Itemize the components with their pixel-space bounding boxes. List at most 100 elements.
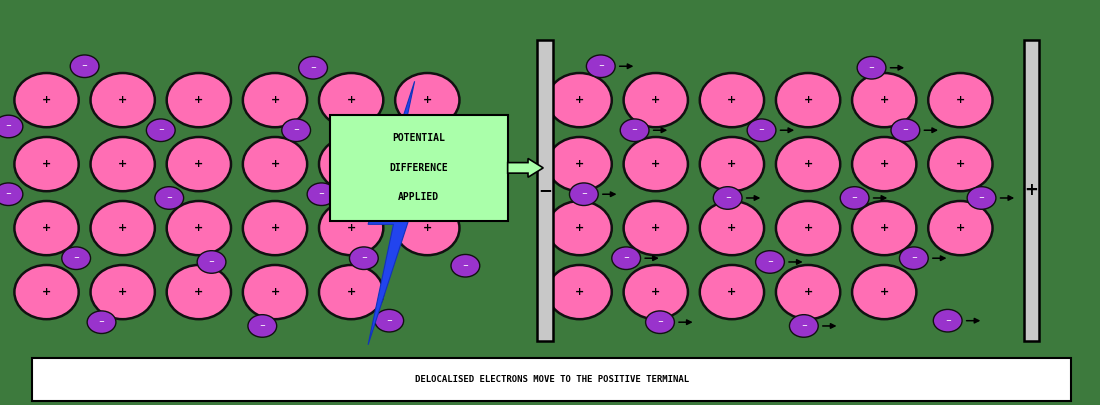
Text: −: − [99,319,104,325]
Ellipse shape [933,309,962,332]
Ellipse shape [307,183,336,205]
Text: +: + [956,159,965,169]
Ellipse shape [167,201,231,255]
Text: +: + [118,159,128,169]
Ellipse shape [451,254,480,277]
Text: +: + [651,223,660,233]
Ellipse shape [167,137,231,191]
Ellipse shape [319,265,383,319]
Ellipse shape [612,247,640,269]
Ellipse shape [167,73,231,127]
Ellipse shape [776,73,840,127]
Text: +: + [346,223,355,233]
Text: +: + [575,223,584,233]
Ellipse shape [790,315,818,337]
Ellipse shape [375,309,404,332]
Text: −: − [157,127,164,133]
Ellipse shape [319,201,383,255]
Text: +: + [956,223,965,233]
Text: +: + [651,159,660,169]
Text: −: − [801,323,806,329]
Text: +: + [346,287,355,297]
Text: +: + [727,95,737,105]
Text: −: − [538,181,552,199]
Text: DIFFERENCE: DIFFERENCE [389,163,448,173]
Text: +: + [880,159,889,169]
Text: −: − [294,127,299,133]
Text: +: + [727,287,737,297]
Ellipse shape [624,73,688,127]
Ellipse shape [319,73,383,127]
Ellipse shape [570,183,598,205]
Text: −: − [767,259,773,265]
Text: −: − [759,127,764,133]
Text: POTENTIAL: POTENTIAL [393,133,446,143]
Ellipse shape [624,137,688,191]
Ellipse shape [928,201,992,255]
Ellipse shape [928,137,992,191]
Text: −: − [310,65,316,71]
Text: +: + [271,287,279,297]
Ellipse shape [928,73,992,127]
Text: +: + [727,159,737,169]
Bar [537,40,552,341]
Text: −: − [386,318,393,324]
Ellipse shape [426,123,454,145]
Text: −: − [979,195,984,201]
Text: +: + [118,287,128,297]
Ellipse shape [900,247,928,269]
Text: −: − [260,323,265,329]
Text: +: + [42,287,52,297]
Text: +: + [271,159,279,169]
Ellipse shape [90,201,155,255]
Ellipse shape [852,73,916,127]
Text: +: + [956,95,965,105]
Text: +: + [195,159,204,169]
Text: −: − [361,255,366,261]
FancyArrow shape [508,158,543,177]
Ellipse shape [14,73,79,127]
Ellipse shape [197,251,226,273]
Text: −: − [902,127,909,133]
Ellipse shape [700,265,764,319]
Ellipse shape [776,137,840,191]
Text: +: + [1024,181,1038,199]
Text: +: + [651,287,660,297]
Text: +: + [422,223,432,233]
Text: −: − [725,195,730,201]
Ellipse shape [852,137,916,191]
Ellipse shape [624,265,688,319]
Text: +: + [803,95,813,105]
Ellipse shape [146,119,175,141]
Text: −: − [81,63,88,69]
Text: +: + [422,95,432,105]
Bar [1024,40,1040,341]
Ellipse shape [14,201,79,255]
Ellipse shape [350,247,378,269]
Text: −: − [597,63,604,69]
Text: +: + [195,287,204,297]
Ellipse shape [395,201,460,255]
Text: +: + [803,159,813,169]
Text: −: − [319,191,324,197]
Ellipse shape [586,55,615,77]
Text: −: − [624,255,629,261]
Ellipse shape [243,137,307,191]
Text: −: − [6,191,11,197]
Ellipse shape [700,137,764,191]
Ellipse shape [90,265,155,319]
Ellipse shape [548,137,612,191]
Ellipse shape [776,201,840,255]
Ellipse shape [700,73,764,127]
Text: +: + [42,95,52,105]
Text: +: + [575,95,584,105]
Text: −: − [437,131,443,137]
Ellipse shape [299,56,328,79]
Text: −: − [581,191,586,197]
Text: −: − [462,263,469,269]
Ellipse shape [395,137,460,191]
Ellipse shape [967,187,996,209]
Text: +: + [271,223,279,233]
Ellipse shape [891,119,920,141]
Ellipse shape [243,201,307,255]
